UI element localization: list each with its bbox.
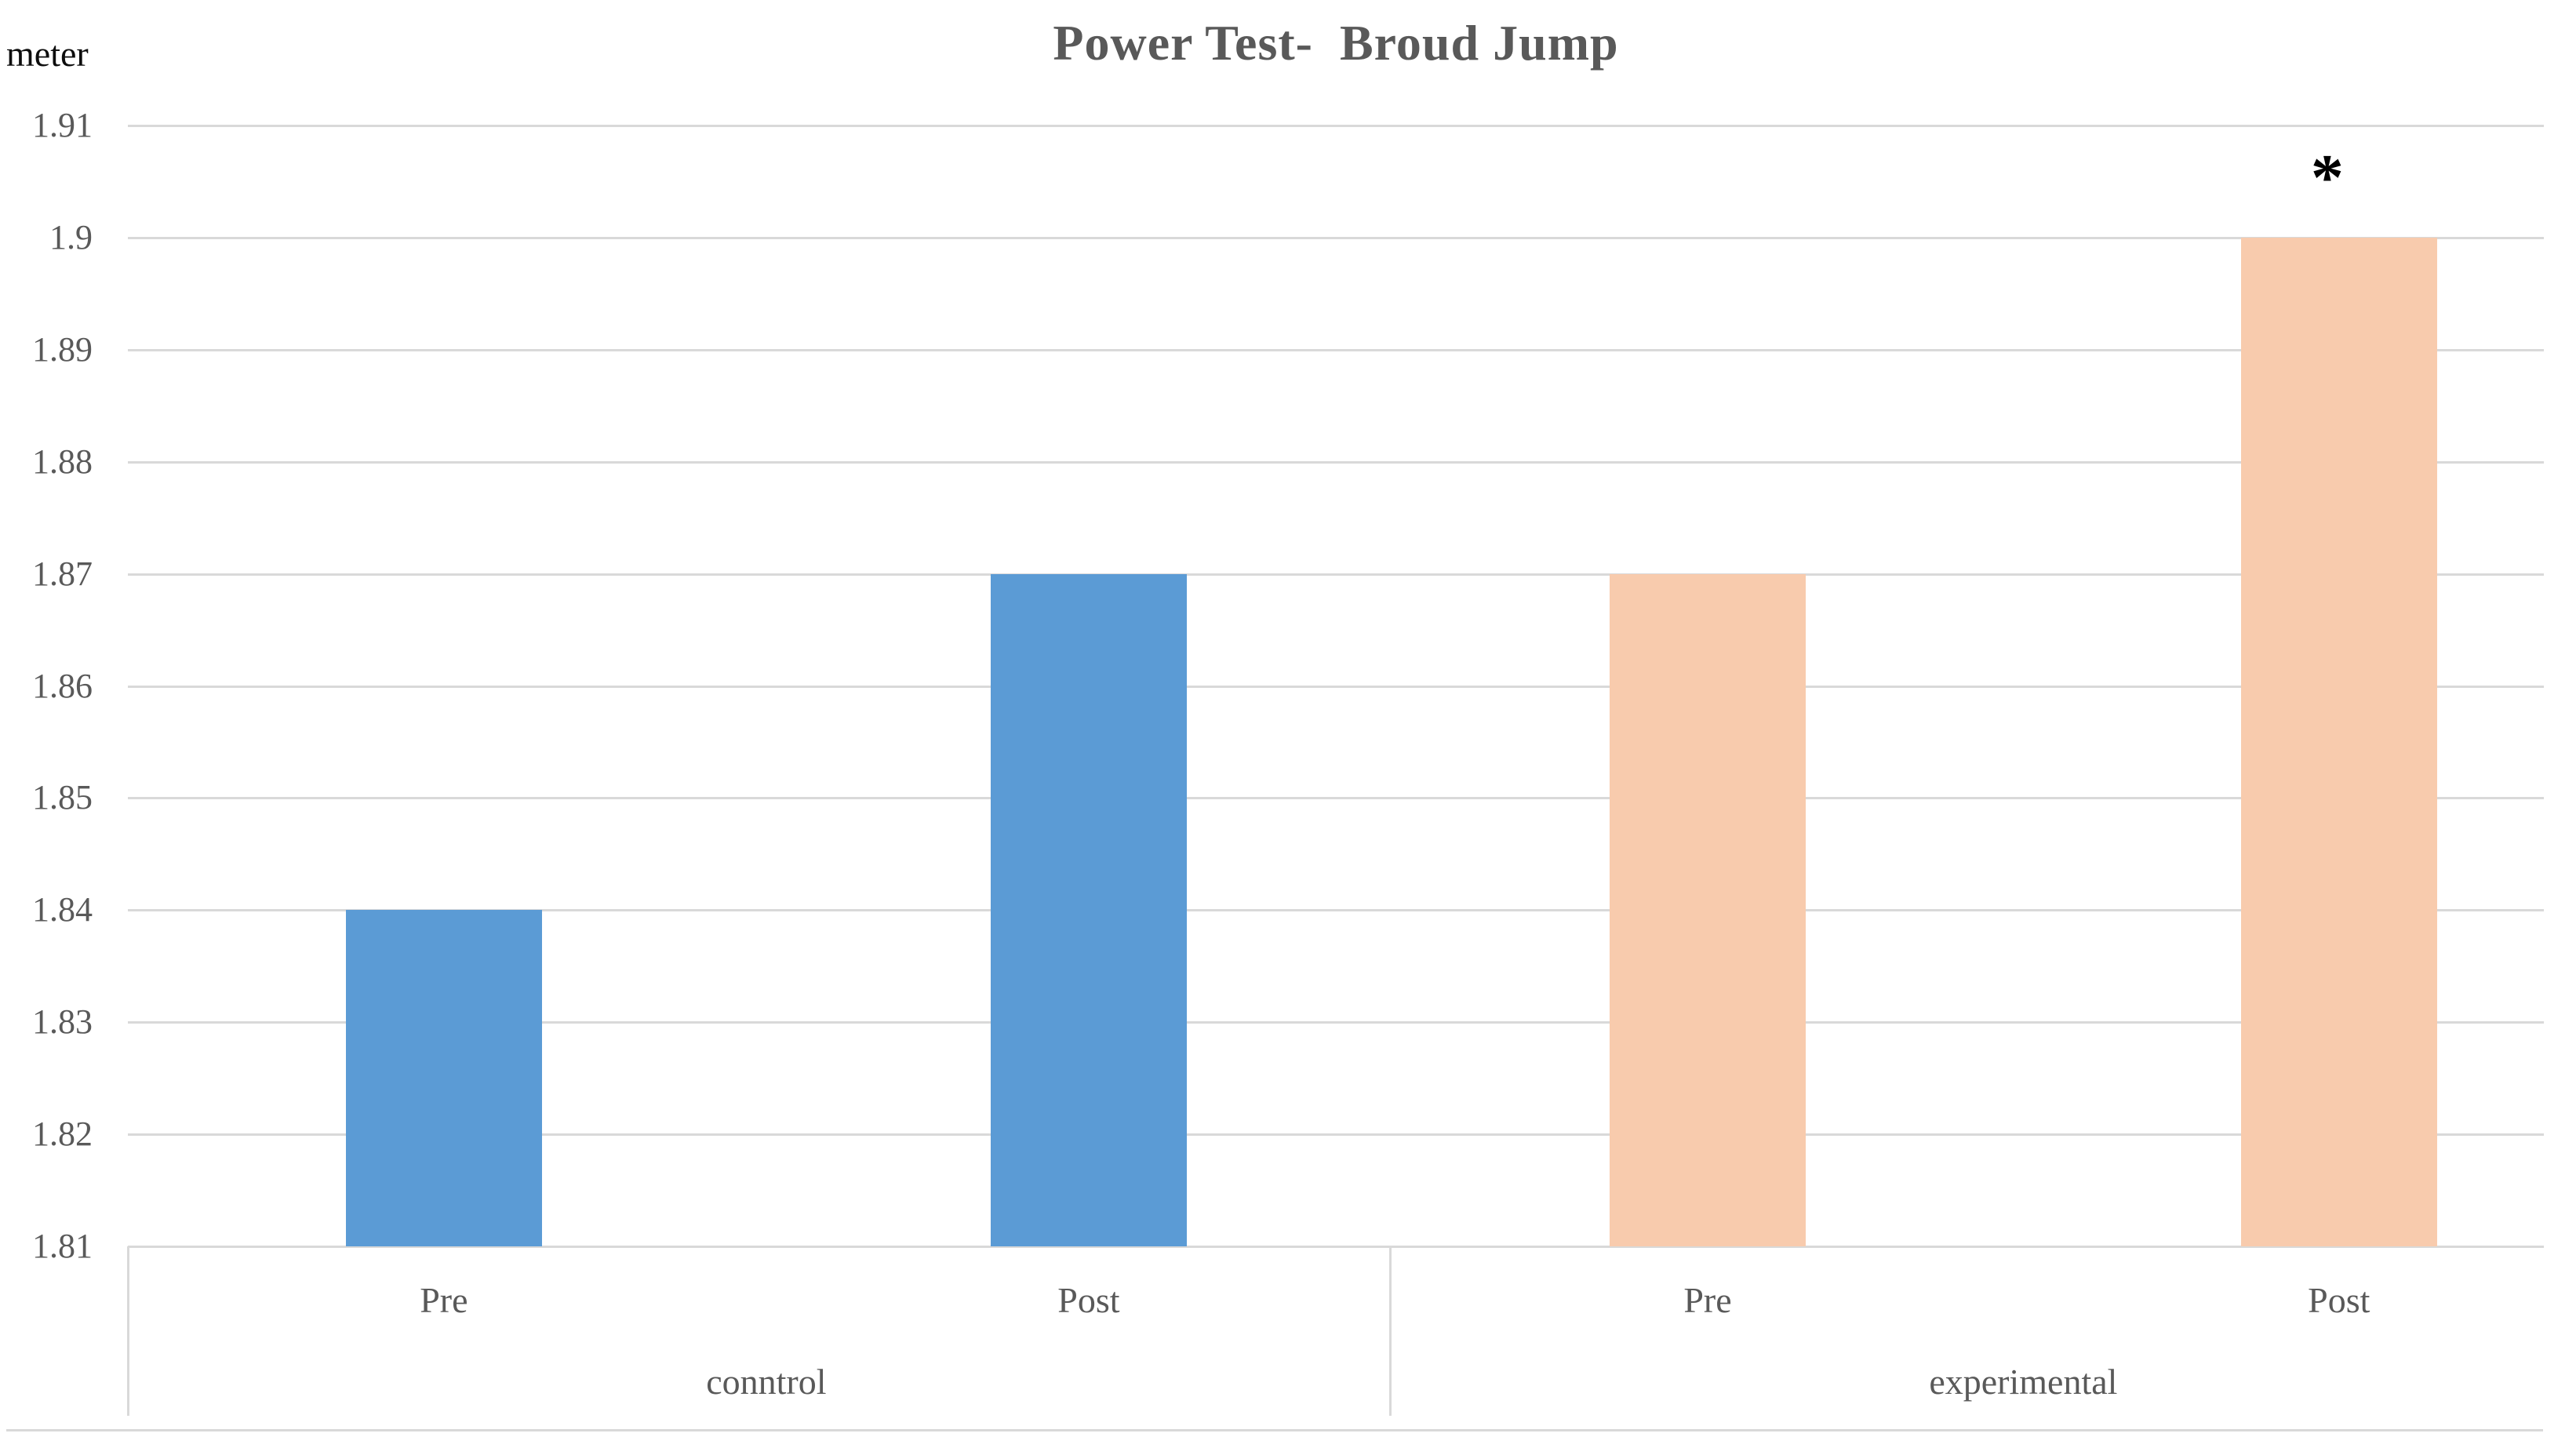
category-label-pre: Pre bbox=[420, 1280, 468, 1320]
gridline bbox=[128, 685, 2544, 688]
significance-asterisk: * bbox=[2310, 140, 2344, 214]
gridline bbox=[128, 348, 2544, 351]
y-tick-label: 1.91 bbox=[32, 106, 93, 144]
y-tick-label: 1.82 bbox=[32, 1115, 93, 1154]
y-tick-label: 1.87 bbox=[32, 554, 93, 593]
gridline bbox=[128, 460, 2544, 464]
bar-conntrol-post bbox=[990, 573, 1187, 1246]
gridline bbox=[128, 1133, 2544, 1137]
gridline bbox=[128, 909, 2544, 912]
y-tick-label: 1.89 bbox=[32, 329, 93, 369]
y-tick-label: 1.9 bbox=[49, 217, 93, 256]
category-label-post: Post bbox=[1057, 1280, 1120, 1320]
gridline bbox=[128, 797, 2544, 800]
y-tick-label: 1.86 bbox=[32, 666, 93, 705]
category-label-post: Post bbox=[2308, 1280, 2370, 1320]
y-tick-label: 1.85 bbox=[32, 778, 93, 817]
category-label-pre: Pre bbox=[1683, 1280, 1732, 1320]
x-axis-line bbox=[128, 1246, 2544, 1248]
plot-area bbox=[128, 125, 2544, 1248]
chart-title: Power Test- Broud Jump bbox=[1053, 15, 1619, 71]
bar-experimental-post bbox=[2240, 237, 2437, 1246]
gridline bbox=[128, 236, 2544, 239]
y-tick-label: 1.88 bbox=[32, 442, 93, 481]
group-label-conntrol: conntrol bbox=[706, 1362, 827, 1402]
y-tick-label: 1.83 bbox=[32, 1002, 93, 1042]
gridline bbox=[128, 573, 2544, 576]
bar-conntrol-pre bbox=[345, 910, 542, 1246]
y-tick-label: 1.84 bbox=[32, 890, 93, 929]
group-label-experimental: experimental bbox=[1929, 1362, 2118, 1402]
category-axis-divider bbox=[127, 1246, 129, 1416]
y-axis-unit-label: meter bbox=[6, 34, 89, 74]
gridline bbox=[128, 125, 2544, 127]
category-axis-bottom-line bbox=[6, 1429, 2543, 1431]
gridline bbox=[128, 1021, 2544, 1024]
y-tick-label: 1.81 bbox=[32, 1227, 93, 1265]
bar-experimental-pre bbox=[1610, 573, 1806, 1246]
category-axis-divider bbox=[1388, 1246, 1392, 1416]
